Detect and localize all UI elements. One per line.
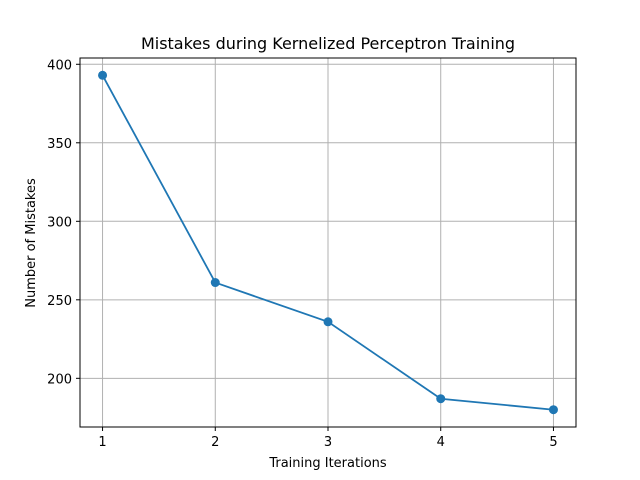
x-tick-label: 5 xyxy=(549,435,557,450)
x-tick-label: 4 xyxy=(437,435,445,450)
chart-title: Mistakes during Kernelized Perceptron Tr… xyxy=(141,34,515,53)
data-point xyxy=(548,405,558,415)
y-tick-label: 250 xyxy=(47,294,72,309)
y-tick-label: 200 xyxy=(47,372,72,387)
y-tick-label: 400 xyxy=(47,58,72,73)
data-point xyxy=(210,278,220,288)
x-tick-label: 3 xyxy=(324,435,332,450)
grid xyxy=(80,58,576,427)
y-tick-label: 300 xyxy=(47,215,72,230)
x-axis-label: Training Iterations xyxy=(268,456,387,471)
y-axis-label: Number of Mistakes xyxy=(24,178,39,308)
data-point xyxy=(98,70,108,80)
y-tick-label: 350 xyxy=(47,137,72,152)
data-point xyxy=(436,394,446,404)
series-layer xyxy=(98,70,558,415)
ticks: 1 2 3 4 5 200 250 300 350 400 xyxy=(47,58,557,450)
x-tick-label: 1 xyxy=(98,435,106,450)
data-point xyxy=(323,317,333,327)
x-tick-label: 2 xyxy=(211,435,219,450)
